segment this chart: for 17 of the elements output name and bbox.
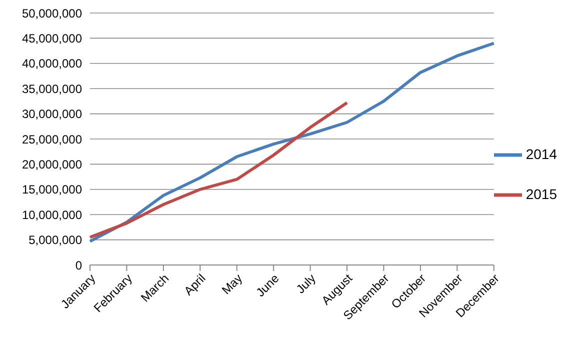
x-tick-label: May [219,271,245,298]
y-tick-label: 30,000,000 [22,107,82,122]
y-tick-label: 25,000,000 [22,132,82,146]
y-tick-label: 40,000,000 [22,56,82,71]
y-tick-label: 5,000,000 [28,233,82,248]
y-tick-label: 15,000,000 [22,182,82,197]
line-series [88,101,348,239]
x-tick-label: July [293,271,318,296]
y-tick-label: 20,000,000 [22,157,82,172]
legend-label: 2014 [526,146,557,162]
legend-label: 2015 [526,186,557,202]
y-tick-label: 10,000,000 [22,208,82,222]
line-series [88,42,496,243]
y-tick-label: 35,000,000 [22,82,82,96]
y-tick-label: 50,000,000 [22,6,82,20]
y-tick-label: 0 [75,258,82,272]
y-tick-label: 45,000,000 [22,31,82,46]
